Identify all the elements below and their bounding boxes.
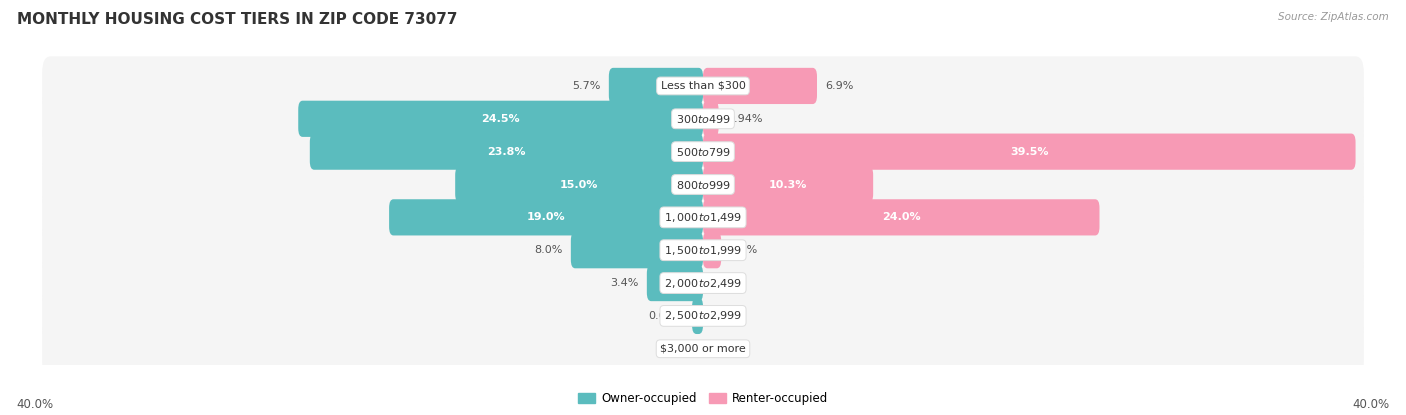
FancyBboxPatch shape [703, 232, 721, 269]
FancyBboxPatch shape [42, 122, 1364, 181]
FancyBboxPatch shape [42, 89, 1364, 148]
FancyBboxPatch shape [703, 101, 718, 137]
FancyBboxPatch shape [609, 68, 703, 104]
Text: 40.0%: 40.0% [1353, 398, 1389, 411]
Text: 15.0%: 15.0% [560, 180, 599, 190]
FancyBboxPatch shape [42, 155, 1364, 214]
FancyBboxPatch shape [703, 68, 817, 104]
FancyBboxPatch shape [298, 101, 703, 137]
Text: 0.0%: 0.0% [711, 311, 740, 321]
Text: 0.0%: 0.0% [666, 344, 695, 354]
Text: MONTHLY HOUSING COST TIERS IN ZIP CODE 73077: MONTHLY HOUSING COST TIERS IN ZIP CODE 7… [17, 12, 457, 27]
Text: $2,500 to $2,999: $2,500 to $2,999 [664, 310, 742, 322]
Text: Less than $300: Less than $300 [661, 81, 745, 91]
Text: 0.94%: 0.94% [727, 114, 762, 124]
FancyBboxPatch shape [42, 254, 1364, 312]
Text: $500 to $799: $500 to $799 [675, 146, 731, 158]
Text: Source: ZipAtlas.com: Source: ZipAtlas.com [1278, 12, 1389, 22]
Text: 3.4%: 3.4% [610, 278, 638, 288]
Text: 0.0%: 0.0% [711, 278, 740, 288]
FancyBboxPatch shape [456, 166, 703, 203]
Text: 10.3%: 10.3% [769, 180, 807, 190]
FancyBboxPatch shape [42, 286, 1364, 345]
Text: 24.0%: 24.0% [882, 212, 921, 222]
Text: 1.1%: 1.1% [730, 245, 758, 255]
Text: 8.0%: 8.0% [534, 245, 562, 255]
Legend: Owner-occupied, Renter-occupied: Owner-occupied, Renter-occupied [572, 387, 834, 410]
Text: $300 to $499: $300 to $499 [675, 113, 731, 125]
FancyBboxPatch shape [703, 199, 1099, 235]
FancyBboxPatch shape [42, 319, 1364, 378]
FancyBboxPatch shape [42, 56, 1364, 115]
FancyBboxPatch shape [703, 166, 873, 203]
FancyBboxPatch shape [692, 298, 703, 334]
Text: $3,000 or more: $3,000 or more [661, 344, 745, 354]
Text: $2,000 to $2,499: $2,000 to $2,499 [664, 276, 742, 290]
FancyBboxPatch shape [647, 265, 703, 301]
FancyBboxPatch shape [309, 134, 703, 170]
Text: 0.0%: 0.0% [711, 344, 740, 354]
Text: 6.9%: 6.9% [825, 81, 853, 91]
FancyBboxPatch shape [703, 134, 1355, 170]
Text: 0.66%: 0.66% [648, 311, 683, 321]
Text: $1,500 to $1,999: $1,500 to $1,999 [664, 244, 742, 257]
Text: 39.5%: 39.5% [1010, 146, 1049, 156]
Text: 24.5%: 24.5% [481, 114, 520, 124]
Text: 23.8%: 23.8% [486, 146, 526, 156]
FancyBboxPatch shape [42, 188, 1364, 247]
Text: $800 to $999: $800 to $999 [675, 178, 731, 190]
Text: 19.0%: 19.0% [527, 212, 565, 222]
Text: $1,000 to $1,499: $1,000 to $1,499 [664, 211, 742, 224]
FancyBboxPatch shape [42, 221, 1364, 280]
FancyBboxPatch shape [389, 199, 703, 235]
Text: 5.7%: 5.7% [572, 81, 600, 91]
FancyBboxPatch shape [571, 232, 703, 269]
Text: 40.0%: 40.0% [17, 398, 53, 411]
